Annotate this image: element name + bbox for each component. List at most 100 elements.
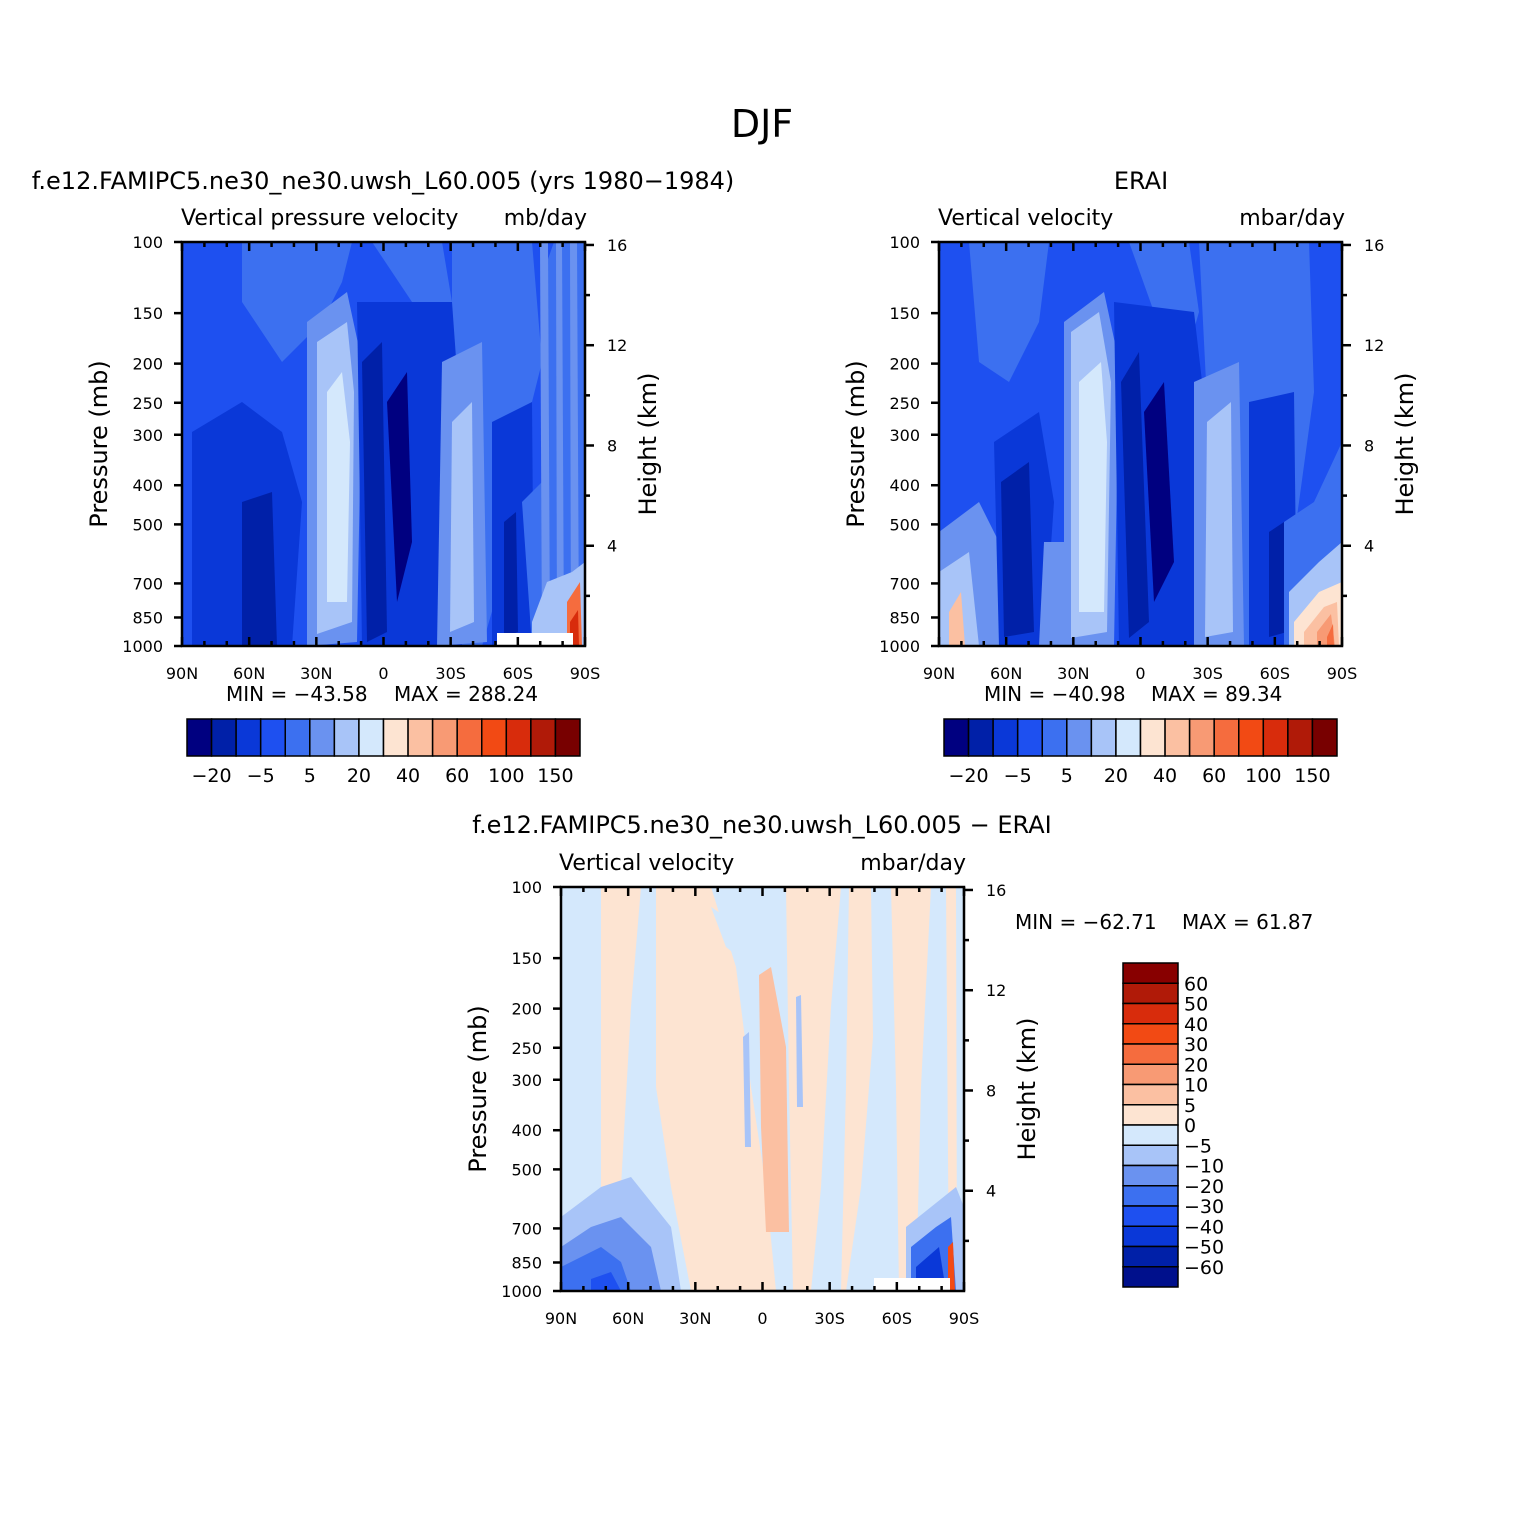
panel-diff-ytick-label: 850 [511, 1253, 542, 1272]
panel-diff-ytick-label: 500 [511, 1160, 542, 1179]
panel-obs-colorbar-swatch [1164, 718, 1191, 757]
panel-diff-colorbar-swatch [1122, 962, 1179, 984]
panel-obs-colorbar: −20 −5 5 20 40 60 100 150 [943, 718, 1338, 787]
panel-obs-ytick-label: 250 [889, 394, 920, 413]
panel-diff-ytick-label: 700 [511, 1219, 542, 1238]
panel-diff-colorbar-label: 30 [1184, 1034, 1208, 1056]
panel-diff-ytick-label: 1000 [501, 1282, 542, 1301]
panel-obs-xtick-label: 90N [923, 664, 955, 683]
panel-diff-ytick-label: 400 [511, 1121, 542, 1140]
panel-diff-xtick-label: 60N [612, 1309, 644, 1328]
panel-model-colorbar-swatch [259, 718, 286, 757]
panel-obs-ylabel: Pressure (mb) [842, 360, 870, 527]
panel-model-y2tick-label: 16 [607, 236, 627, 255]
panel-obs-colorbar-label: 40 [1153, 765, 1177, 787]
panel-model-y2tick-label: 4 [607, 537, 617, 556]
panel-model-xtick-label: 0 [378, 664, 388, 683]
panel-obs-ytick-label: 850 [889, 608, 920, 627]
panel-obs-colorbar-swatch [1188, 718, 1215, 757]
panel-model-axes: 90N 60N 30N 0 30S 60S 90S 100 150 200 250 300 400 500… [122, 233, 627, 683]
panel-model-ytick-label: 1000 [122, 637, 163, 656]
panel-obs-colorbar-swatch [1213, 718, 1240, 757]
panel-diff-y2tick-label: 8 [986, 1081, 996, 1100]
panel-diff-xtick-label: 30S [814, 1309, 845, 1328]
panel-obs-colorbar-swatch [992, 718, 1019, 757]
panel-diff-colorbar-label: 10 [1184, 1075, 1208, 1097]
panel-obs-colorbar-label: 20 [1104, 765, 1128, 787]
panel-obs-ytick-label: 300 [889, 426, 920, 445]
panel-model-colorbar-label: −20 [192, 765, 232, 787]
panel-diff-colorbar-label: −50 [1184, 1237, 1224, 1259]
panel-obs-colorbar-swatch [1016, 718, 1043, 757]
panel-model-ytick-label: 400 [132, 476, 163, 495]
panel-obs-ytick-label: 500 [889, 515, 920, 534]
panel-diff-colorbar-label: −5 [1184, 1135, 1212, 1157]
panel-obs-y2tick-label: 12 [1364, 336, 1384, 355]
panel-obs-field [939, 242, 1342, 646]
panel-model-ytick-label: 200 [132, 355, 163, 374]
panel-obs-colorbar-swatch [1287, 718, 1314, 757]
panel-obs-axes: 90N 60N 30N 0 30S 60S 90S 100 150 200 250 300 400 500… [879, 233, 1384, 683]
panel-model-subtitle-right: mb/day [504, 206, 587, 231]
panel-obs-y2tick-label: 8 [1364, 436, 1374, 455]
panel-model-y2tick-label: 8 [607, 436, 617, 455]
panel-model-y2tick-label: 12 [607, 336, 627, 355]
panel-obs-xtick-label: 90S [1327, 664, 1358, 683]
panel-model-colorbar-label: 5 [304, 765, 316, 787]
panel-model-colorbar-swatch [431, 718, 458, 757]
panel-model-colorbar-swatch [554, 718, 581, 757]
panel-diff-colorbar-label: −10 [1184, 1156, 1224, 1178]
panel-model-colorbar-swatch [481, 718, 508, 757]
panel-obs-min: MIN = −40.98 [984, 682, 1126, 706]
panel-model-subtitle-left: Vertical pressure velocity [181, 206, 458, 231]
panel-diff-y2tick-label: 16 [986, 881, 1006, 900]
panel-obs-colorbar-label: 100 [1245, 765, 1281, 787]
panel-obs-colorbar-label: −20 [949, 765, 989, 787]
panel-obs-subtitle-right: mbar/day [1239, 206, 1345, 231]
panel-model-colorbar-swatch [235, 718, 262, 757]
panel-diff-colorbar-swatch [1122, 1002, 1179, 1025]
panel-model-ytick-label: 300 [132, 426, 163, 445]
panel-obs-y2label: Height (km) [1391, 373, 1419, 516]
panel-obs-colorbar-label: 5 [1061, 765, 1073, 787]
panel-diff-colorbar-swatch [1122, 1023, 1179, 1045]
panel-model-colorbar: −20 −5 5 20 40 60 100 150 [186, 718, 581, 787]
panel-obs-colorbar-label: −5 [1004, 765, 1032, 787]
panel-model-colorbar-swatch [333, 718, 360, 757]
panel-diff-colorbar-swatch [1122, 1205, 1179, 1227]
panel-model-field [182, 242, 585, 646]
panel-diff-colorbar-label: 5 [1184, 1095, 1196, 1117]
panel-model-colorbar-label: 20 [347, 765, 371, 787]
panel-obs-colorbar-swatch [1090, 718, 1117, 757]
panel-obs-ytick-label: 100 [889, 233, 920, 252]
panel-diff-colorbar-label: −30 [1184, 1196, 1224, 1218]
panel-diff-ytick-label: 200 [511, 1000, 542, 1019]
panel-diff-ylabel: Pressure (mb) [464, 1005, 492, 1172]
panel-model: f.e12.FAMIPC5.ne30_ne30.uwsh_L60.005 (yr… [32, 167, 735, 787]
panel-obs-colorbar-swatch [1139, 718, 1166, 757]
panel-diff-xtick-label: 90S [949, 1309, 980, 1328]
panel-model-colorbar-swatch [382, 718, 409, 757]
panel-diff-field [561, 887, 964, 1291]
panel-obs-colorbar-swatch [1066, 718, 1093, 757]
panel-obs-xtick-label: 60S [1260, 664, 1291, 683]
panel-model-ytick-label: 500 [132, 515, 163, 534]
panel-diff-colorbar-swatch [1122, 1043, 1179, 1065]
panel-obs-colorbar-swatch [943, 718, 970, 757]
panel-model-xtick-label: 90S [570, 664, 601, 683]
panel-model-colorbar-label: −5 [247, 765, 275, 787]
panel-obs-colorbar-swatch [967, 718, 994, 757]
panel-model-colorbar-swatch [186, 718, 213, 757]
panel-obs-colorbar-swatch [1115, 718, 1142, 757]
panel-model-colorbar-label: 40 [396, 765, 420, 787]
panel-diff-colorbar-label: 60 [1184, 973, 1208, 995]
panel-model-max: MAX = 288.24 [394, 682, 538, 706]
panel-model-colorbar-swatch [530, 718, 557, 757]
panel-diff-xtick-label: 0 [757, 1309, 767, 1328]
panel-diff-colorbar-label: 20 [1184, 1054, 1208, 1076]
panel-model-colorbar-swatch [210, 718, 237, 757]
panel-model-min: MIN = −43.58 [226, 682, 368, 706]
figure-title: DJF [731, 102, 793, 146]
